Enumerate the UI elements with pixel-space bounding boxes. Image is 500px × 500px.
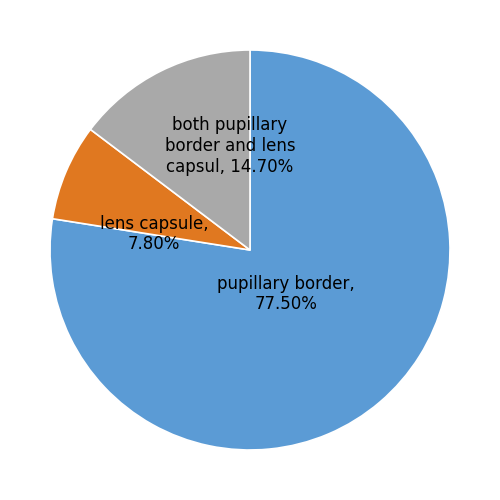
- Wedge shape: [90, 50, 250, 250]
- Wedge shape: [52, 130, 250, 250]
- Text: both pupillary
border and lens
capsul, 14.70%: both pupillary border and lens capsul, 1…: [164, 116, 296, 176]
- Text: lens capsule,
7.80%: lens capsule, 7.80%: [100, 214, 208, 254]
- Text: pupillary border,
77.50%: pupillary border, 77.50%: [217, 274, 355, 314]
- Wedge shape: [50, 50, 450, 450]
